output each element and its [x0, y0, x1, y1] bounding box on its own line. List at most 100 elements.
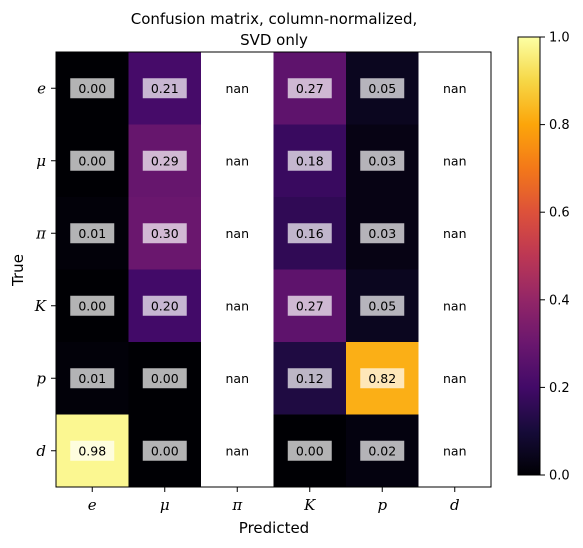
- x-tick-label: e: [88, 496, 97, 514]
- colorbar-tick-label: 0.4: [549, 293, 570, 308]
- cell-label-box: [142, 78, 187, 99]
- y-axis-label: True: [9, 254, 27, 287]
- cell-value-label: 0.00: [151, 371, 179, 386]
- cell-value-label: nan: [443, 371, 467, 386]
- cell-value-label: 0.00: [151, 443, 179, 458]
- x-tick-label: μ: [160, 496, 170, 514]
- cell-label-box: [142, 295, 187, 316]
- cell-value-label: 0.21: [151, 81, 179, 96]
- cell-value-label: nan: [225, 226, 249, 241]
- cell-value-label: 0.18: [296, 153, 324, 168]
- cell-label-box: [70, 78, 115, 99]
- x-axis-label: Predicted: [239, 519, 309, 537]
- cell-value-label: 0.27: [296, 81, 324, 96]
- chart-title-line-1: Confusion matrix, column-normalized,: [131, 10, 418, 28]
- heatmap-cells: 0.00 0.21 nan 0.27 0.05 nan 0.00 0.29 nan 0.18 0.0…: [56, 52, 492, 488]
- y-tick-label: e: [37, 79, 46, 97]
- colorbar-tick-label: 1.0: [549, 31, 570, 46]
- y-tick-label: μ: [36, 152, 46, 170]
- cell-value-label: nan: [443, 226, 467, 241]
- cell-label-box: [287, 368, 332, 389]
- cell-value-label: 0.01: [78, 226, 106, 241]
- cell-value-label: 0.00: [78, 81, 106, 96]
- heatmap-cell: [201, 269, 274, 343]
- cell-value-label: nan: [443, 81, 467, 96]
- cell-value-label: 0.00: [78, 153, 106, 168]
- heatmap-cell: [201, 342, 274, 415]
- heatmap-cell: [418, 197, 492, 270]
- colorbar-tick-label: 0.2: [549, 381, 570, 396]
- x-tick-label: d: [450, 496, 460, 514]
- x-tick-label: K: [303, 496, 316, 514]
- chart-title-line-2: SVD only: [240, 31, 308, 49]
- heatmap-cell: [201, 124, 274, 198]
- cell-label-box: [287, 223, 332, 244]
- y-axis-ticks: e μ π Kp d: [34, 79, 56, 460]
- heatmap-cell: [418, 342, 492, 415]
- cell-value-label: 0.05: [368, 298, 396, 313]
- cell-label-box: [142, 368, 187, 389]
- cell-label-box: [360, 440, 405, 461]
- x-tick-label: π: [231, 496, 243, 514]
- cell-value-label: nan: [225, 371, 249, 386]
- cell-label-box: [287, 150, 332, 171]
- heatmap-cell: [201, 197, 274, 270]
- cell-value-label: 0.12: [296, 371, 324, 386]
- colorbar-tick-label: 0.8: [549, 118, 570, 133]
- cell-label-box: [70, 150, 115, 171]
- heatmap-cell: [201, 52, 274, 125]
- cell-value-label: nan: [225, 81, 249, 96]
- cell-label-box: [70, 295, 115, 316]
- y-tick-label: d: [36, 442, 46, 460]
- y-tick-label: K: [34, 297, 47, 315]
- heatmap-cell: [418, 269, 492, 343]
- cell-value-label: 0.27: [296, 298, 324, 313]
- cell-label-box: [287, 78, 332, 99]
- cell-value-label: 0.29: [151, 153, 179, 168]
- cell-value-label: 0.00: [78, 298, 106, 313]
- cell-label-box: [360, 295, 405, 316]
- cell-value-label: 0.01: [78, 371, 106, 386]
- heatmap-cell: [418, 414, 492, 488]
- colorbar: [517, 36, 541, 476]
- cell-label-box: [142, 440, 187, 461]
- y-tick-label: π: [35, 224, 47, 242]
- cell-value-label: nan: [443, 298, 467, 313]
- cell-label-box: [360, 223, 405, 244]
- y-tick-label: p: [36, 369, 46, 387]
- cell-value-label: 0.05: [368, 81, 396, 96]
- cell-value-label: 0.20: [151, 298, 179, 313]
- cell-value-label: nan: [443, 153, 467, 168]
- cell-label-box: [287, 440, 332, 461]
- cell-label-box: [70, 368, 115, 389]
- cell-value-label: 0.00: [296, 443, 324, 458]
- heatmap-cell: [418, 52, 492, 125]
- cell-value-label: nan: [225, 298, 249, 313]
- colorbar-tick-label: 0.0: [549, 469, 570, 484]
- cell-label-box: [70, 440, 115, 461]
- cell-label-box: [360, 78, 405, 99]
- x-tick-label: p: [377, 496, 387, 514]
- cell-label-box: [360, 368, 405, 389]
- cell-value-label: 0.82: [368, 371, 396, 386]
- plot-frame: [55, 51, 492, 488]
- cell-value-label: 0.30: [151, 226, 179, 241]
- cell-value-label: nan: [225, 153, 249, 168]
- cell-value-label: 0.02: [368, 443, 396, 458]
- cell-value-label: 0.16: [296, 226, 324, 241]
- cell-label-box: [142, 150, 187, 171]
- cell-label-box: [360, 150, 405, 171]
- cell-value-label: 0.03: [368, 226, 396, 241]
- cell-label-box: [287, 295, 332, 316]
- colorbar-ticks: 0.0 0.2 0.4 0.6 0.8 1.0: [540, 31, 570, 484]
- cell-label-box: [70, 223, 115, 244]
- heatmap-cell: [418, 124, 492, 198]
- cell-value-label: nan: [225, 443, 249, 458]
- colorbar-tick-label: 0.6: [549, 206, 570, 221]
- cell-label-box: [142, 223, 187, 244]
- cell-value-label: nan: [443, 443, 467, 458]
- chart-title: Confusion matrix, column-normalized, SVD…: [131, 10, 418, 49]
- heatmap-cell: [201, 414, 274, 488]
